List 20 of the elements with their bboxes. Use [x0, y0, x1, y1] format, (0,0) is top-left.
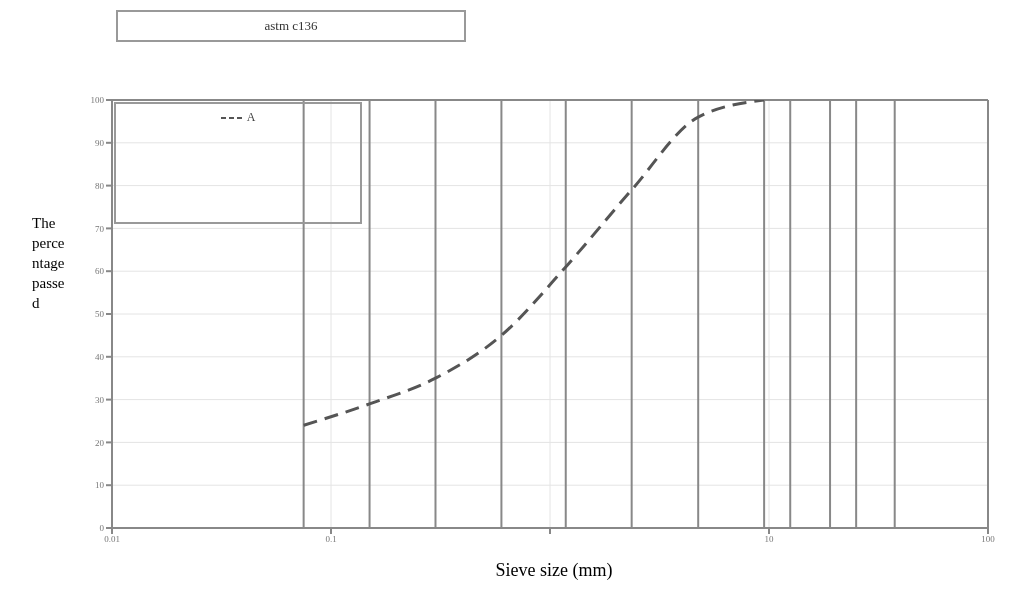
y-tick-label: 20 — [95, 437, 105, 448]
y-tick-label: 30 — [95, 394, 105, 405]
x-tick-label: 10 — [764, 534, 774, 545]
x-tick-label: 0.1 — [325, 534, 337, 545]
y-tick-label: 60 — [95, 266, 105, 277]
y-tick-label: 100 — [90, 95, 105, 106]
y-tick-label: 10 — [95, 480, 105, 491]
y-tick-label: 0 — [99, 523, 105, 534]
y-tick-label: 70 — [95, 223, 105, 234]
line-series — [302, 100, 766, 427]
x-tick-label: 0.01 — [104, 534, 120, 545]
chart-title: astm c136 — [116, 10, 466, 42]
legend-label: A — [246, 110, 256, 125]
x-axis-title: Sieve size (mm) — [494, 560, 614, 581]
y-axis-title: The percentage passed — [32, 214, 66, 313]
y-tick-label: 80 — [95, 180, 105, 191]
x-tick-label: 100 — [981, 534, 996, 545]
y-tick-label: 50 — [95, 309, 105, 320]
y-tick-label: 90 — [95, 138, 105, 148]
y-tick-label: 40 — [95, 351, 105, 362]
